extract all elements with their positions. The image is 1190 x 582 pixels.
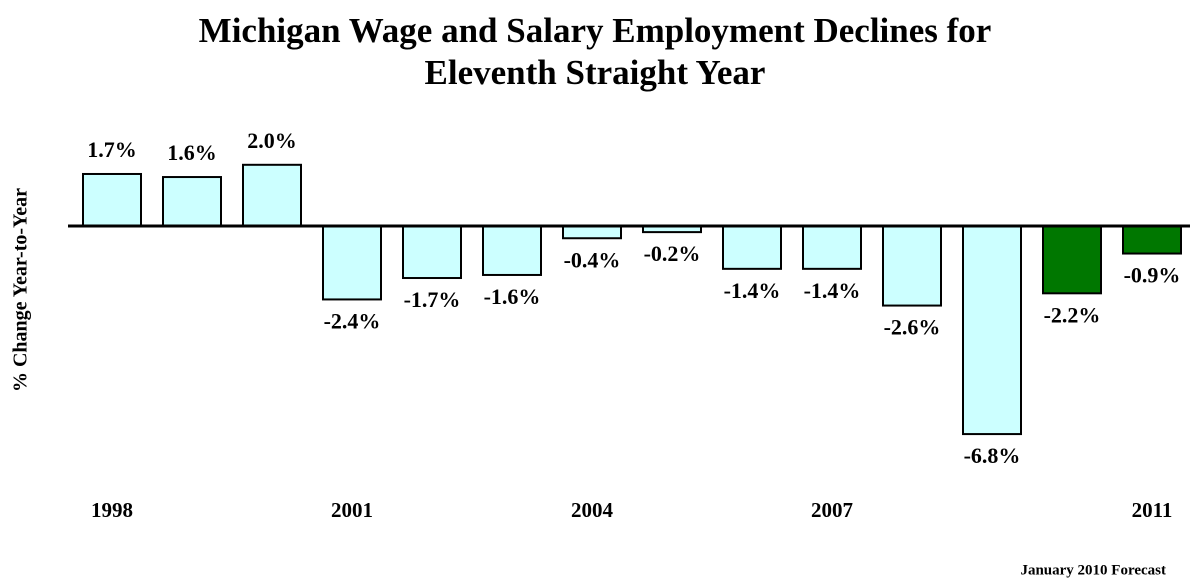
bar (802, 225, 862, 270)
value-label: -1.4% (724, 278, 781, 303)
value-label: -2.2% (1044, 302, 1101, 327)
bar (322, 225, 382, 301)
bar (482, 225, 542, 276)
value-label: 1.6% (167, 140, 217, 165)
bar (962, 225, 1022, 436)
value-label: -1.6% (484, 284, 541, 309)
value-label: 1.7% (87, 137, 137, 162)
value-label: -1.4% (804, 278, 861, 303)
x-tick-label: 2001 (331, 498, 373, 522)
x-tick-label: 1998 (91, 498, 133, 522)
chart-title: Michigan Wage and Salary Employment Decl… (198, 11, 992, 92)
value-label: 2.0% (247, 128, 297, 153)
value-label: -1.7% (404, 287, 461, 312)
x-tick-label: 2011 (1132, 498, 1173, 522)
bar (882, 225, 942, 307)
bar (402, 225, 462, 280)
bar (722, 225, 782, 270)
value-label: -2.6% (884, 315, 941, 340)
bar (1122, 225, 1182, 255)
value-label: -0.2% (644, 241, 701, 266)
bar (242, 163, 302, 228)
x-tick-label: 2007 (811, 498, 853, 522)
value-label: -0.4% (564, 247, 621, 272)
x-tick-label: 2004 (571, 498, 614, 522)
value-label: -0.9% (1124, 263, 1181, 288)
y-axis-label: % Change Year-to-Year (10, 188, 32, 392)
bar (162, 176, 222, 227)
bar (562, 225, 622, 240)
value-label: -2.4% (324, 308, 381, 333)
bar (82, 172, 142, 227)
note: January 2010 Forecast (1020, 562, 1166, 578)
value-label: -6.8% (964, 443, 1021, 468)
bar (1042, 225, 1102, 295)
